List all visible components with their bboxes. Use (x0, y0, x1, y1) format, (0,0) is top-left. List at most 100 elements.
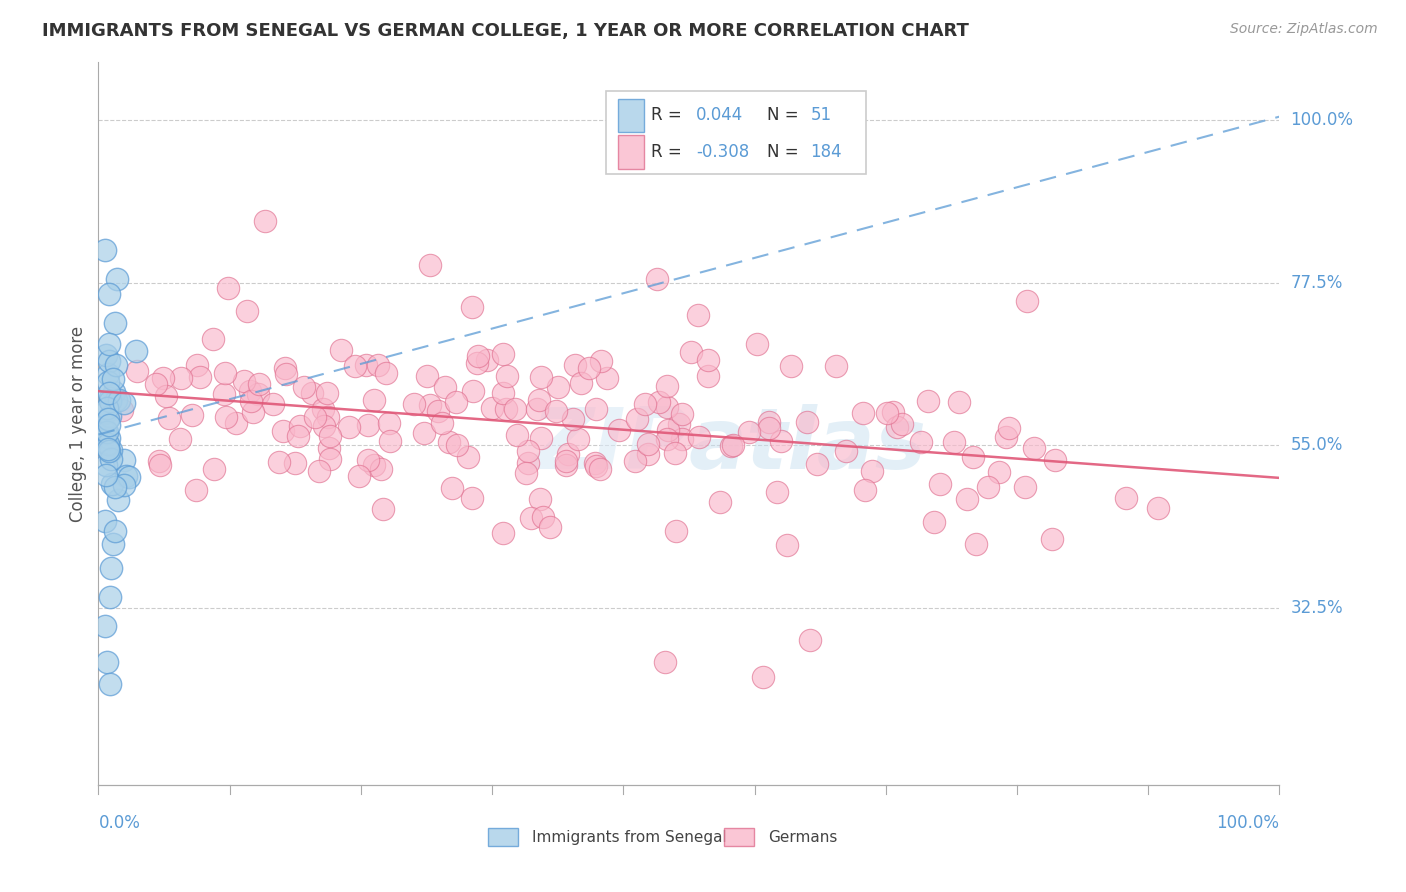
Text: 0.0%: 0.0% (98, 814, 141, 832)
Point (467, 350, 489, 364)
Point (419, 258, 441, 272)
Point (922, 516, 945, 530)
Point (562, 412, 585, 426)
Point (645, 272, 668, 286)
Point (457, 450, 479, 464)
Point (97, 375, 120, 389)
Point (104, 524, 127, 538)
Point (657, 400, 679, 414)
Point (607, 423, 630, 437)
Point (419, 398, 441, 412)
Point (965, 537, 987, 551)
Point (97, 436, 120, 450)
Point (515, 466, 537, 480)
Point (1040, 533, 1063, 547)
Point (98, 431, 121, 445)
Point (688, 430, 710, 444)
Point (589, 353, 612, 368)
Point (596, 371, 619, 385)
Point (917, 393, 939, 408)
Point (780, 359, 803, 373)
Point (274, 367, 297, 381)
Point (948, 395, 970, 409)
Point (962, 450, 984, 465)
Point (184, 483, 207, 497)
Point (217, 281, 239, 295)
Point (127, 364, 149, 378)
Point (318, 442, 340, 456)
Text: Immigrants from Senegal: Immigrants from Senegal (531, 830, 727, 845)
Point (314, 419, 336, 434)
Point (557, 447, 579, 461)
Point (188, 370, 211, 384)
Point (319, 451, 342, 466)
Point (530, 369, 553, 384)
Point (1024, 441, 1046, 455)
Point (529, 492, 551, 507)
Point (201, 333, 224, 347)
Point (758, 421, 780, 435)
Point (105, 358, 128, 372)
Point (98, 391, 121, 405)
Point (413, 425, 436, 440)
Point (370, 461, 392, 475)
Point (886, 420, 908, 434)
Point (380, 434, 402, 448)
Point (995, 430, 1018, 444)
Point (876, 406, 898, 420)
Point (98, 677, 121, 691)
Point (214, 366, 236, 380)
Point (242, 404, 264, 418)
Point (169, 433, 191, 447)
Point (531, 510, 554, 524)
Text: 100.0%: 100.0% (1216, 814, 1279, 832)
Point (709, 495, 731, 509)
Point (330, 343, 353, 358)
Point (284, 456, 307, 470)
Point (316, 385, 339, 400)
Point (444, 394, 467, 409)
Point (825, 359, 848, 373)
Point (288, 419, 311, 434)
Point (337, 420, 360, 434)
Point (111, 403, 134, 417)
Point (465, 356, 488, 370)
Point (434, 380, 457, 394)
Point (104, 393, 127, 408)
Point (463, 384, 485, 398)
Point (312, 401, 335, 416)
Text: 32.5%: 32.5% (1291, 599, 1343, 617)
Point (585, 401, 607, 416)
Point (696, 352, 718, 367)
Point (344, 359, 367, 373)
Point (853, 483, 876, 497)
Point (98, 444, 121, 458)
Point (671, 433, 693, 447)
Point (806, 457, 828, 471)
Point (267, 455, 290, 469)
Point (745, 337, 768, 351)
Point (363, 392, 385, 407)
Point (461, 491, 484, 505)
Point (212, 387, 235, 401)
Point (232, 374, 254, 388)
Point (112, 453, 135, 467)
Point (98, 337, 121, 351)
Point (274, 361, 297, 376)
Point (538, 519, 561, 533)
Point (624, 454, 647, 468)
Point (96, 655, 118, 669)
Point (929, 477, 952, 491)
Point (585, 458, 607, 473)
Point (97, 417, 120, 432)
Point (404, 396, 426, 410)
Point (225, 416, 247, 430)
Point (98, 354, 121, 368)
Point (681, 344, 703, 359)
Point (977, 480, 1000, 494)
Point (319, 429, 342, 443)
Text: Germans: Germans (768, 830, 838, 845)
Point (98, 590, 121, 604)
Point (1014, 479, 1036, 493)
Point (637, 447, 659, 461)
